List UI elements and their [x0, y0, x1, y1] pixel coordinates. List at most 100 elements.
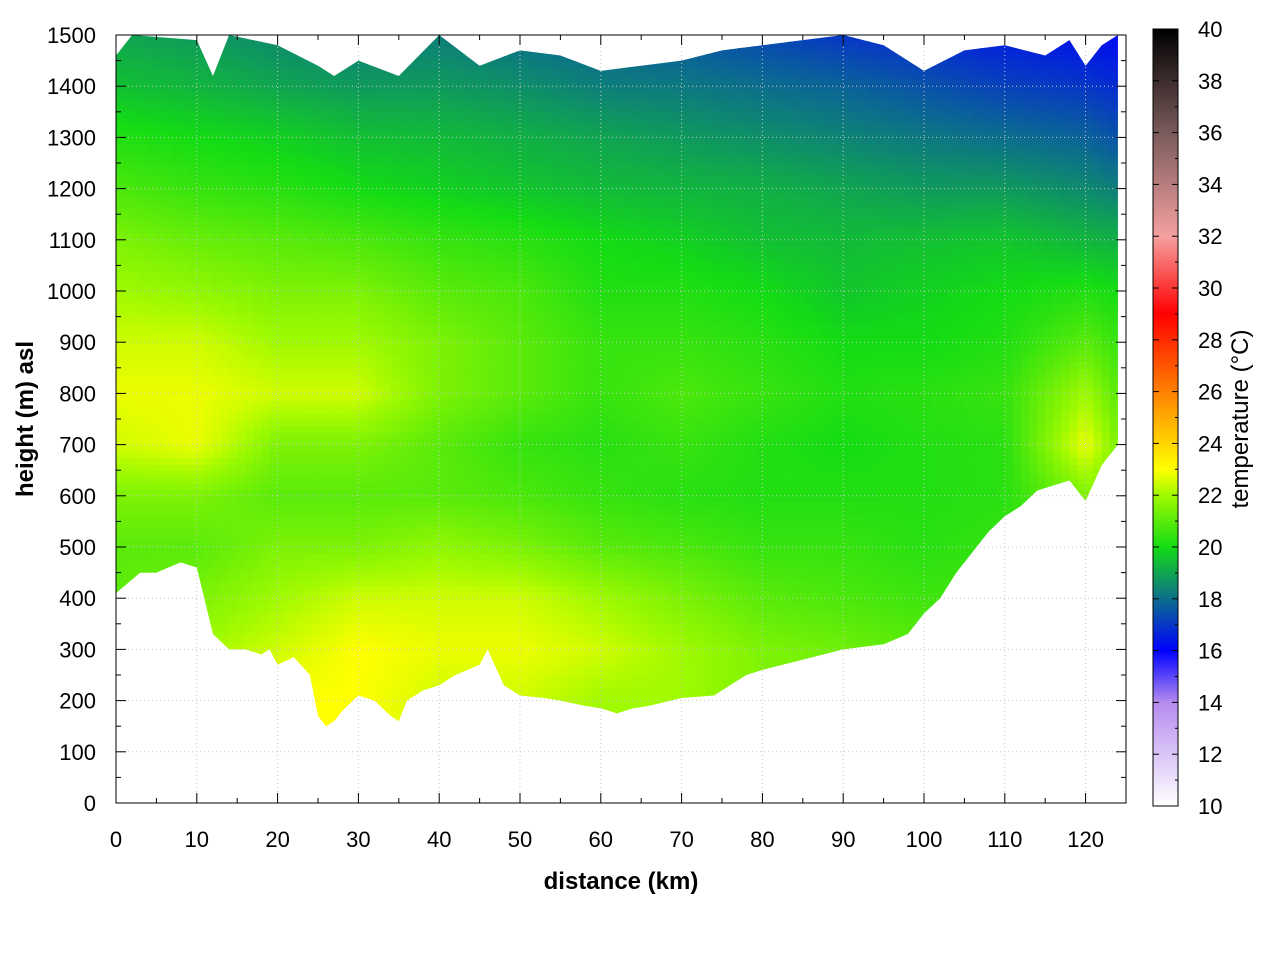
field-cell	[180, 310, 190, 318]
field-cell	[253, 86, 263, 94]
field-cell	[204, 335, 214, 343]
field-cell	[398, 233, 408, 241]
field-cell	[269, 182, 279, 190]
field-cell	[253, 227, 263, 234]
field-cell	[431, 265, 440, 273]
field-cell	[140, 361, 149, 369]
field-cell	[406, 79, 416, 87]
field-cell	[132, 124, 141, 132]
field-cell	[285, 387, 295, 394]
field-cell	[318, 195, 327, 202]
field-cell	[253, 495, 263, 503]
field-cell	[326, 323, 335, 330]
field-cell	[196, 310, 206, 318]
field-cell	[237, 540, 246, 548]
field-cell	[366, 182, 376, 190]
field-cell	[423, 259, 432, 266]
field-cell	[309, 406, 319, 414]
field-cell	[301, 239, 311, 247]
field-cell	[358, 406, 368, 414]
field-cell	[116, 246, 125, 254]
field-cell	[342, 131, 351, 138]
field-cell	[382, 137, 392, 145]
field-cell	[326, 604, 335, 612]
field-cell	[148, 483, 157, 490]
field-cell	[188, 150, 198, 158]
field-cell	[229, 508, 238, 516]
field-cell	[390, 419, 400, 426]
field-cell	[358, 79, 368, 87]
field-cell	[423, 182, 432, 190]
field-cell	[277, 534, 287, 542]
field-cell	[318, 579, 327, 586]
field-cell	[406, 233, 416, 241]
field-cell	[116, 361, 125, 369]
field-cell	[164, 195, 174, 202]
field-cell	[221, 233, 230, 241]
field-cell	[269, 521, 279, 529]
field-cell	[350, 630, 359, 638]
field-cell	[253, 182, 263, 190]
field-cell	[309, 323, 319, 330]
field-cell	[398, 611, 408, 618]
field-cell	[229, 412, 238, 420]
field-cell	[180, 182, 190, 190]
field-cell	[164, 476, 174, 484]
field-cell	[156, 284, 166, 292]
field-cell	[334, 649, 343, 657]
field-cell	[382, 387, 392, 394]
field-cell	[390, 118, 400, 126]
field-cell	[253, 150, 263, 158]
field-cell	[180, 156, 190, 164]
field-cell	[431, 527, 440, 535]
field-cell	[221, 483, 230, 490]
field-cell	[180, 137, 190, 145]
field-cell	[132, 527, 141, 535]
field-cell	[309, 105, 319, 113]
field-cell	[221, 457, 230, 465]
field-cell	[398, 662, 408, 670]
field-cell	[374, 182, 384, 190]
field-cell	[309, 284, 319, 292]
field-cell	[318, 252, 327, 260]
field-cell	[301, 367, 311, 375]
field-cell	[245, 438, 254, 446]
field-cell	[140, 540, 149, 548]
field-cell	[156, 73, 166, 81]
field-cell	[309, 182, 319, 190]
field-cell	[253, 374, 263, 382]
field-cell	[237, 35, 246, 42]
field-cell	[382, 540, 392, 548]
field-cell	[309, 207, 319, 215]
field-cell	[406, 579, 416, 586]
field-cell	[204, 419, 214, 426]
field-cell	[301, 259, 311, 266]
field-cell	[172, 131, 182, 138]
field-cell	[156, 399, 166, 407]
field-cell	[245, 323, 254, 330]
field-cell	[164, 329, 174, 337]
field-cell	[277, 73, 287, 81]
field-cell	[326, 470, 335, 478]
field-cell	[277, 457, 287, 465]
field-cell	[196, 156, 206, 164]
field-cell	[188, 489, 198, 497]
field-cell	[318, 297, 327, 305]
field-cell	[309, 227, 319, 234]
field-cell	[132, 303, 141, 311]
field-cell	[293, 233, 303, 241]
field-cell	[390, 252, 400, 260]
field-cell	[414, 470, 424, 478]
field-cell	[140, 489, 149, 497]
field-cell	[269, 425, 279, 433]
field-cell	[196, 291, 206, 298]
field-cell	[285, 284, 295, 292]
field-cell	[253, 463, 263, 471]
field-cell	[447, 579, 456, 586]
field-cell	[140, 195, 149, 202]
field-cell	[390, 342, 400, 350]
field-cell	[253, 348, 263, 356]
field-cell	[196, 367, 206, 375]
field-cell	[261, 412, 271, 420]
field-cell	[229, 393, 238, 401]
